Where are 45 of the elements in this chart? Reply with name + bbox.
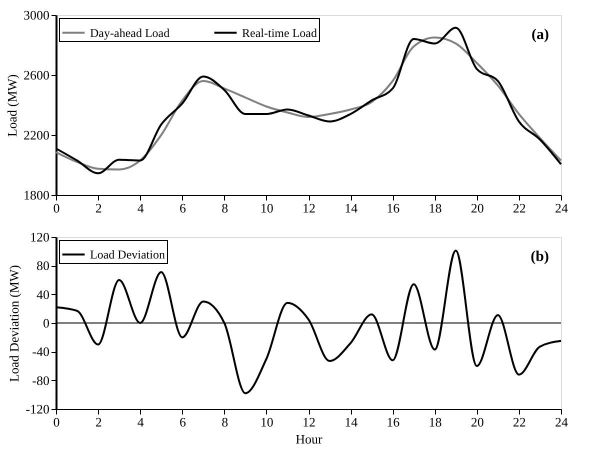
x-tick-label: 2 <box>95 414 102 430</box>
y-tick-label: 2200 <box>24 128 50 142</box>
x-tick-label: 14 <box>344 414 358 430</box>
x-tick-label: 22 <box>512 200 526 216</box>
x-tick-label: 24 <box>555 414 568 430</box>
y-axis-title: Load (MW) <box>4 74 20 137</box>
x-axis-title: Hour <box>296 432 324 446</box>
legend-label: Load Deviation <box>90 248 165 262</box>
x-tick-label: 4 <box>137 414 144 430</box>
x-tick-label: 24 <box>555 200 568 216</box>
x-tick-label: 6 <box>180 414 186 430</box>
y-tick-label: -80 <box>32 372 50 388</box>
y-axis-title: Load Deviation (MW) <box>6 265 22 382</box>
y-tick-label: 0 <box>43 316 50 330</box>
annotation: (a) <box>532 27 549 43</box>
x-tick-label: 20 <box>470 200 484 216</box>
y-tick-label: 120 <box>30 230 50 244</box>
x-tick-label: 20 <box>470 414 484 430</box>
x-tick-label: 12 <box>302 200 316 216</box>
y-tick-label: 80 <box>36 258 50 274</box>
x-tick-label: 4 <box>137 200 144 216</box>
annotation: (b) <box>530 249 549 265</box>
y-tick-label: -40 <box>32 344 50 360</box>
x-tick-label: 12 <box>302 414 316 430</box>
y-tick-label: 3000 <box>24 8 50 22</box>
y-tick-label: 40 <box>36 286 50 302</box>
x-tick-label: 8 <box>222 414 228 430</box>
y-tick-label: -120 <box>26 402 50 416</box>
x-tick-label: 10 <box>260 414 274 430</box>
x-tick-label: 10 <box>260 200 274 216</box>
x-tick-label: 14 <box>344 200 358 216</box>
legend-label: Day-ahead Load <box>90 26 170 40</box>
x-tick-label: 16 <box>386 200 400 216</box>
x-tick-label: 8 <box>222 200 228 216</box>
legend-label: Real-time Load <box>242 26 317 40</box>
x-tick-label: 22 <box>512 414 526 430</box>
y-tick-label: 2600 <box>24 68 50 82</box>
x-tick-label: 18 <box>428 200 442 216</box>
x-tick-label: 2 <box>95 200 102 216</box>
x-tick-label: 6 <box>180 200 186 216</box>
x-tick-label: 16 <box>386 414 400 430</box>
x-tick-label: 18 <box>428 414 442 430</box>
x-tick-label: 0 <box>53 200 60 216</box>
x-tick-label: 0 <box>53 414 60 430</box>
y-tick-label: 1800 <box>24 188 50 202</box>
